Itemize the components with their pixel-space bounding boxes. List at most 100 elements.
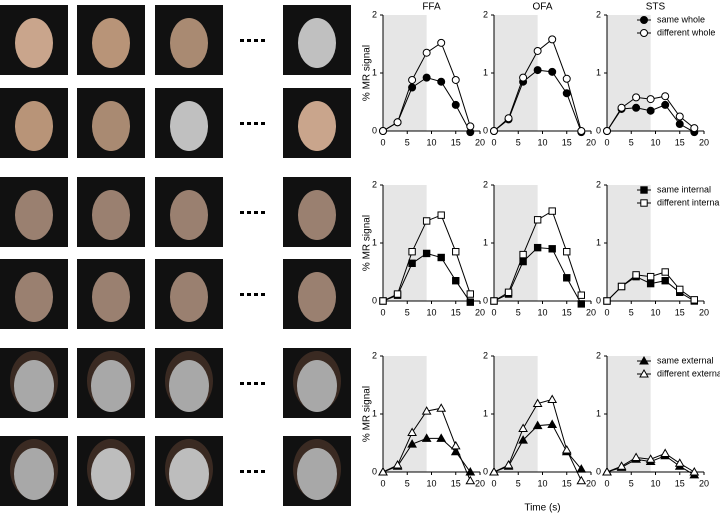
marker [631, 452, 641, 461]
marker [378, 466, 388, 476]
x-tick-label: 15 [675, 137, 685, 147]
y-tick-label: 1 [372, 67, 377, 77]
marker [490, 127, 498, 135]
y-tick-label: 0 [372, 295, 377, 305]
marker [548, 35, 557, 44]
marker [661, 92, 670, 101]
x-tick-label: 5 [629, 137, 634, 147]
ellipsis-dot [240, 382, 244, 385]
stimulus-period [494, 185, 538, 301]
x-tick-label: 10 [537, 307, 547, 317]
face [170, 190, 208, 240]
x-tick-label: 20 [475, 478, 485, 488]
marker [547, 394, 558, 403]
marker [532, 398, 543, 408]
marker [548, 207, 556, 215]
marker [518, 435, 528, 444]
marker [548, 245, 556, 253]
marker [518, 423, 528, 432]
marker [661, 268, 669, 276]
marker [450, 440, 461, 450]
face [92, 190, 130, 240]
marker [562, 74, 571, 83]
x-tick-label: 0 [604, 137, 609, 147]
marker [603, 297, 611, 305]
y-tick-label: 2 [372, 9, 377, 19]
marker [640, 16, 648, 24]
y-tick-label: 1 [596, 67, 601, 77]
y-tick-label: 2 [483, 350, 488, 360]
marker [646, 279, 655, 288]
face [15, 18, 53, 68]
marker [519, 250, 527, 259]
marker [639, 368, 649, 378]
y-tick-label: 2 [596, 350, 601, 360]
x-tick-label: 20 [586, 478, 596, 488]
x-tick-label: 15 [562, 137, 572, 147]
marker [632, 93, 641, 102]
marker [422, 73, 431, 82]
ellipsis-dot [240, 39, 244, 42]
marker [407, 439, 417, 448]
ellipsis-dot [254, 382, 258, 385]
marker [504, 114, 513, 123]
ellipsis-dot [254, 211, 258, 214]
x-tick-label: 10 [650, 478, 660, 488]
ellipsis-dot [261, 211, 265, 214]
marker [533, 46, 542, 55]
marker [533, 66, 542, 75]
face [298, 190, 336, 240]
marker [603, 127, 611, 135]
marker [645, 454, 656, 463]
x-tick-label: 5 [516, 137, 521, 147]
face [170, 18, 208, 68]
legend-label: same internal [657, 184, 711, 194]
x-tick-label: 10 [426, 307, 436, 317]
y-axis-label: % MR signal [362, 215, 373, 271]
x-tick-label: 20 [699, 478, 709, 488]
marker [392, 460, 403, 469]
marker [408, 75, 417, 84]
marker [616, 461, 627, 470]
stimulus-period [383, 185, 427, 301]
ellipsis-dot [247, 470, 251, 473]
marker [617, 282, 626, 291]
marker [422, 217, 431, 225]
y-tick-label: 2 [596, 179, 601, 189]
marker [640, 199, 648, 207]
ellipsis-dot [247, 293, 251, 296]
x-tick-label: 10 [650, 137, 660, 147]
marker [408, 248, 416, 256]
x-tick-label: 20 [475, 137, 485, 147]
face [298, 101, 336, 151]
face [15, 101, 53, 151]
marker [421, 433, 432, 442]
face [169, 448, 209, 500]
marker [503, 460, 514, 469]
face [169, 360, 209, 412]
y-axis-label: % MR signal [362, 386, 373, 442]
x-tick-label: 5 [629, 307, 634, 317]
marker [561, 444, 572, 454]
marker [451, 100, 460, 109]
marker [422, 48, 431, 57]
ellipsis-dot [247, 211, 251, 214]
face [298, 272, 336, 322]
marker [379, 127, 387, 135]
marker [563, 274, 571, 282]
ellipsis-dot [261, 382, 265, 385]
marker [451, 75, 460, 84]
face [92, 18, 130, 68]
marker [532, 420, 543, 430]
ellipsis-dot [254, 470, 258, 473]
y-tick-label: 2 [483, 179, 488, 189]
y-tick-label: 2 [372, 350, 377, 360]
x-tick-label: 15 [675, 478, 685, 488]
y-tick-label: 0 [372, 125, 377, 135]
